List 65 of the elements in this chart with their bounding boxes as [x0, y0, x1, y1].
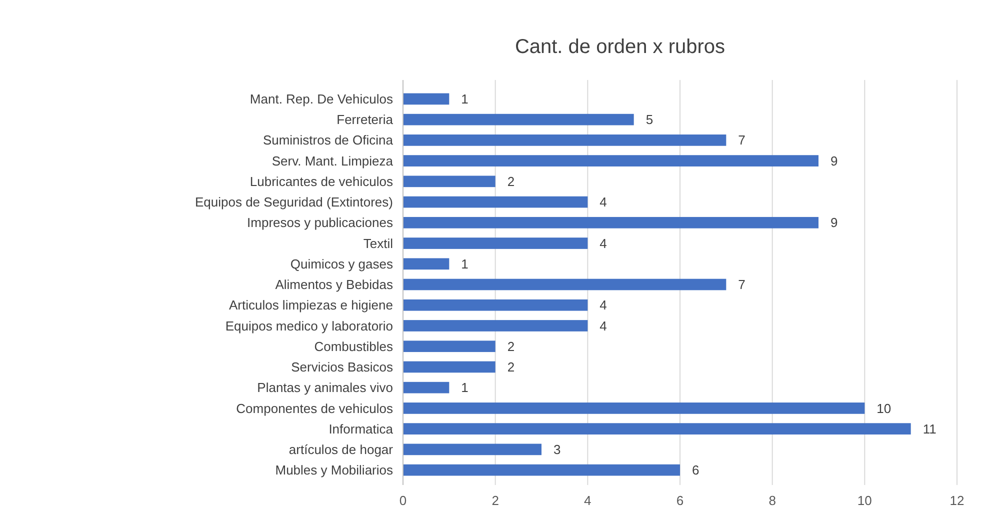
data-label: 1 [461, 91, 468, 106]
y-tick-label: Textil [363, 236, 394, 251]
y-tick-label: Mubles y Mobiliarios [275, 462, 394, 478]
data-label: 2 [507, 360, 515, 375]
bar [403, 258, 450, 270]
x-tick-label: 12 [950, 493, 964, 508]
x-tick-label: 6 [676, 493, 684, 508]
data-label: 10 [876, 400, 892, 416]
bar [403, 134, 726, 146]
bar [403, 278, 726, 290]
bar [403, 176, 496, 188]
bar [403, 340, 496, 352]
bar [403, 361, 496, 373]
data-label: 4 [600, 318, 607, 334]
x-tick-label: 4 [584, 493, 592, 508]
x-tick-label: 8 [768, 493, 776, 508]
data-label: 9 [830, 215, 838, 230]
y-tick-label: Plantas y animales vivo [257, 380, 393, 396]
bar [403, 238, 588, 249]
x-tick-label: 10 [857, 493, 872, 508]
y-tick-label: Quimicos y gases [290, 256, 394, 272]
y-tick-label: Ferreteria [336, 112, 394, 128]
data-label: 9 [830, 153, 838, 168]
y-tick-label: Impresos y publicaciones [247, 215, 394, 230]
data-label: 2 [507, 174, 515, 189]
data-label: 3 [554, 442, 561, 457]
y-tick-label: Lubricantes de vehiculos [250, 174, 394, 189]
data-label: 2 [507, 338, 515, 354]
x-tick-label: 0 [399, 493, 407, 508]
data-label: 1 [461, 256, 468, 272]
bar [403, 402, 865, 414]
x-tick-label: 2 [492, 493, 499, 508]
y-tick-label: Equipos medico y laboratorio [225, 318, 393, 334]
y-tick-label: Articulos limpiezas e higiene [228, 298, 393, 313]
data-label: 11 [922, 421, 936, 436]
bar [403, 299, 588, 311]
data-label: 1 [461, 380, 468, 396]
bar [403, 93, 450, 105]
data-label: 7 [738, 277, 746, 292]
data-label: 4 [600, 298, 607, 313]
y-tick-label: Serv. Mant. Limpieza [272, 153, 394, 168]
y-tick-label: Mant. Rep. De Vehiculos [250, 91, 394, 106]
bar [403, 382, 450, 394]
y-tick-label: Informatica [328, 421, 394, 436]
data-label: 7 [738, 132, 746, 148]
y-tick-label: Servicios Basicos [291, 360, 394, 375]
data-label: 4 [600, 194, 607, 210]
y-tick-label: Componentes de vehiculos [236, 400, 394, 416]
bar [403, 464, 680, 476]
chart-title: Cant. de orden x rubros [514, 36, 726, 58]
data-label: 5 [646, 112, 654, 128]
bar [403, 444, 542, 456]
data-label: 4 [600, 236, 607, 251]
bar [403, 196, 588, 208]
bar [403, 320, 588, 332]
y-tick-label: Suministros de Oficina [262, 132, 394, 148]
y-tick-label: Combustibles [314, 338, 394, 354]
bar [403, 423, 911, 434]
y-tick-label: Equipos de Seguridad (Extintores) [194, 194, 393, 210]
data-label: 6 [692, 462, 700, 478]
bar [403, 114, 634, 126]
bar [403, 216, 818, 228]
bar [403, 155, 818, 166]
y-tick-label: artículos de hogar [288, 442, 394, 457]
y-tick-label: Alimentos y Bebidas [275, 277, 394, 292]
